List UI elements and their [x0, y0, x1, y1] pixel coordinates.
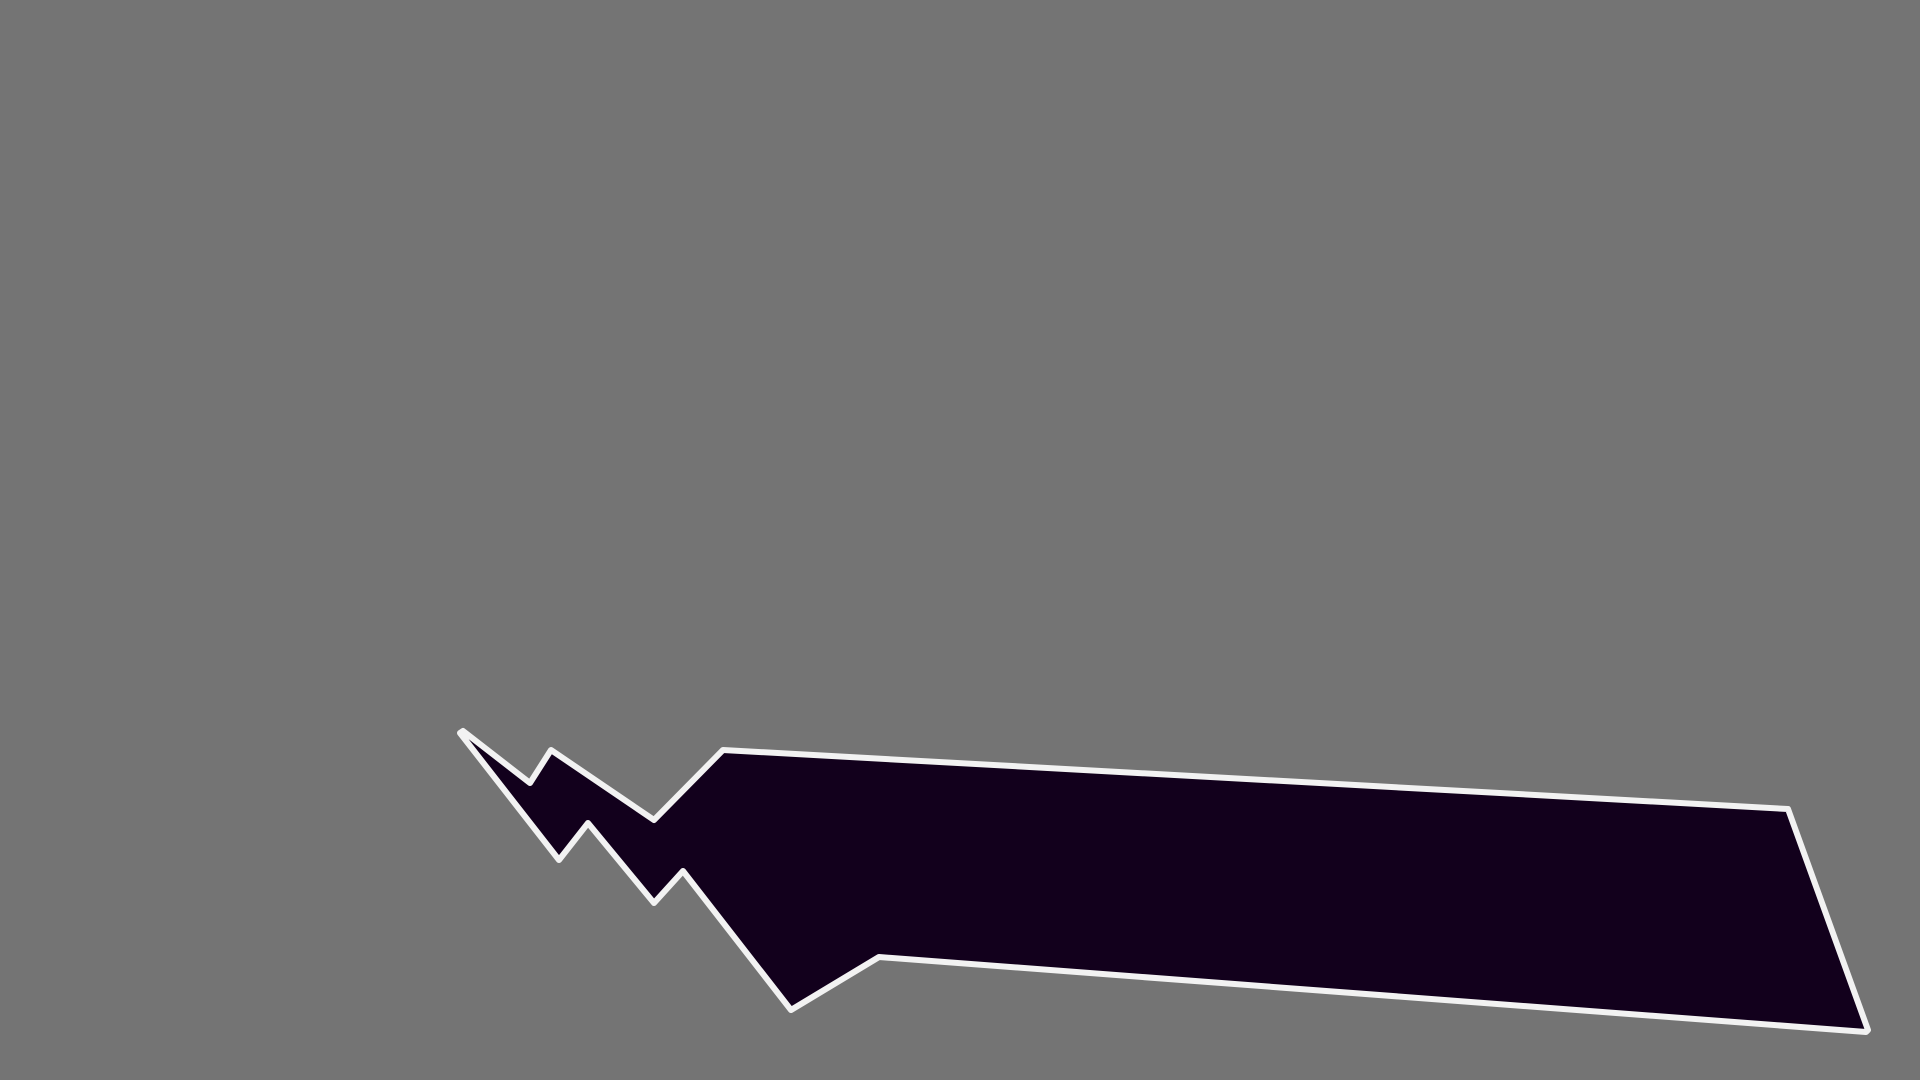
jagged-polygon-shape: [457, 728, 1871, 1035]
